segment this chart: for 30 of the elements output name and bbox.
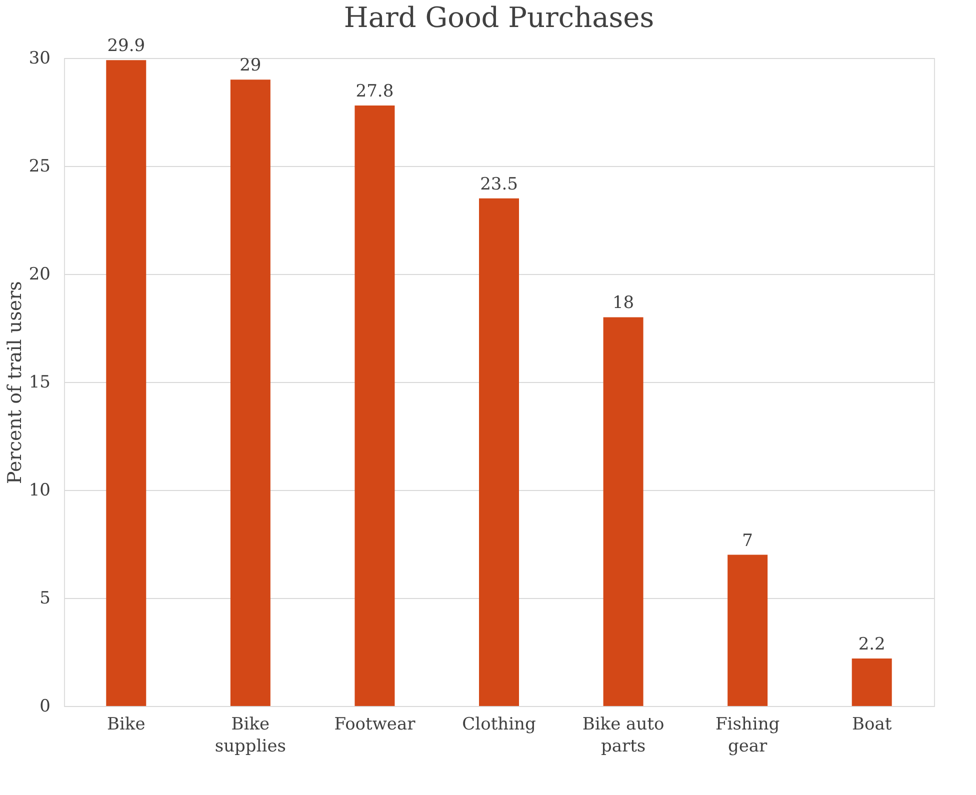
x-tick-label: Bike auto parts — [582, 714, 664, 756]
y-tick-label: 15 — [28, 372, 50, 392]
bar — [479, 198, 519, 706]
data-label: 7 — [742, 530, 753, 551]
bar — [603, 317, 644, 706]
y-axis-title: Percent of trail users — [4, 281, 26, 484]
y-tick-label: 5 — [40, 588, 50, 608]
bar — [354, 106, 395, 706]
chart-title: Hard Good Purchases — [344, 1, 654, 34]
x-tick-label: Footwear — [334, 714, 416, 734]
data-label: 29.9 — [107, 36, 146, 56]
x-tick-label: Boat — [852, 714, 892, 734]
bar — [728, 554, 768, 706]
bar — [230, 80, 270, 706]
x-tick-label: Clothing — [462, 714, 536, 734]
data-label: 2.2 — [858, 634, 886, 654]
x-tick-label: Fishing gear — [715, 714, 780, 756]
bar — [106, 60, 146, 706]
y-tick-label: 0 — [40, 696, 50, 716]
x-tick-label: Bike supplies — [214, 714, 286, 756]
y-tick-label: 10 — [28, 480, 50, 500]
x-tick-label: Bike — [106, 714, 146, 734]
data-label: 18 — [612, 293, 634, 314]
data-label: 23.5 — [480, 174, 518, 194]
bar — [852, 658, 892, 706]
data-label: 27.8 — [356, 82, 394, 102]
y-tick-label: 20 — [28, 264, 50, 284]
data-label: 29 — [240, 56, 262, 76]
y-tick-label: 30 — [28, 48, 50, 68]
y-tick-label: 25 — [28, 156, 50, 176]
